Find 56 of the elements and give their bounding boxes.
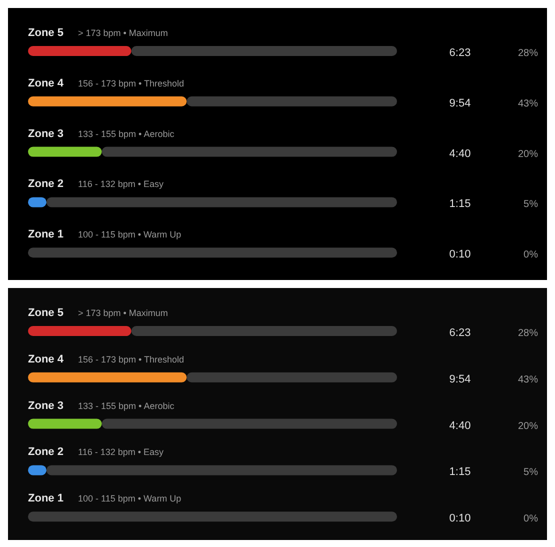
- annotation: 100 - 115 bpm • Warm Up: [78, 230, 182, 240]
- text: 6:23: [449, 47, 471, 59]
- bar: [131, 46, 397, 56]
- annotation: 156 - 173 bpm • Threshold: [78, 78, 184, 88]
- annotation: > 173 bpm • Maximum: [78, 308, 168, 318]
- bar: [102, 146, 397, 157]
- text: 4:40: [449, 420, 471, 432]
- bar: [28, 46, 132, 56]
- text: 0:10: [449, 248, 471, 261]
- y-tick-label: Zone 4: [28, 77, 64, 90]
- bar: [28, 326, 132, 336]
- data-label: 0%: [524, 514, 538, 525]
- annotation: 133 - 155 bpm • Aerobic: [78, 128, 175, 139]
- text: 4:40: [449, 148, 471, 160]
- annotation: > 173 bpm • Maximum: [78, 28, 168, 38]
- y-tick-label: Zone 1: [28, 228, 64, 241]
- y-tick-label: Zone 5: [28, 307, 64, 319]
- y-tick-label: Zone 2: [28, 178, 64, 190]
- text: 1:15: [449, 466, 471, 478]
- annotation: 116 - 132 bpm • Easy: [78, 179, 164, 190]
- bar: [28, 96, 187, 106]
- data-label: 0%: [524, 250, 538, 261]
- bar: [28, 418, 102, 429]
- bar: [186, 96, 397, 106]
- data-label: 43%: [518, 98, 538, 110]
- y-tick-label: Zone 2: [28, 446, 64, 458]
- y-tick-label: Zone 4: [28, 353, 64, 366]
- text: 9:54: [449, 97, 471, 110]
- data-label: 5%: [524, 467, 538, 478]
- data-label: 28%: [518, 328, 538, 339]
- text: 0:10: [449, 512, 471, 525]
- annotation: 116 - 132 bpm • Easy: [78, 447, 164, 458]
- bar: [28, 512, 397, 522]
- y-tick-label: Zone 3: [28, 400, 64, 412]
- bar: [46, 197, 397, 208]
- y-tick-label: Zone 3: [28, 128, 64, 140]
- data-label: 5%: [524, 199, 538, 210]
- bar: [131, 326, 397, 336]
- bar: [28, 248, 397, 258]
- bar: [28, 372, 187, 382]
- data-label: 28%: [518, 48, 538, 59]
- annotation: 133 - 155 bpm • Aerobic: [78, 400, 175, 411]
- data-label: 43%: [518, 374, 538, 386]
- bar: [186, 372, 397, 382]
- annotation: 100 - 115 bpm • Warm Up: [78, 494, 182, 504]
- bar: [102, 418, 397, 429]
- text: 1:15: [449, 198, 471, 210]
- y-tick-label: Zone 5: [28, 27, 64, 39]
- annotation: 156 - 173 bpm • Threshold: [78, 354, 184, 364]
- bar: [46, 465, 397, 476]
- bar: [28, 146, 102, 157]
- data-label: 20%: [518, 420, 538, 432]
- y-tick-label: Zone 1: [28, 492, 64, 505]
- text: 6:23: [449, 327, 471, 339]
- text: 9:54: [449, 373, 471, 386]
- data-label: 20%: [518, 148, 538, 160]
